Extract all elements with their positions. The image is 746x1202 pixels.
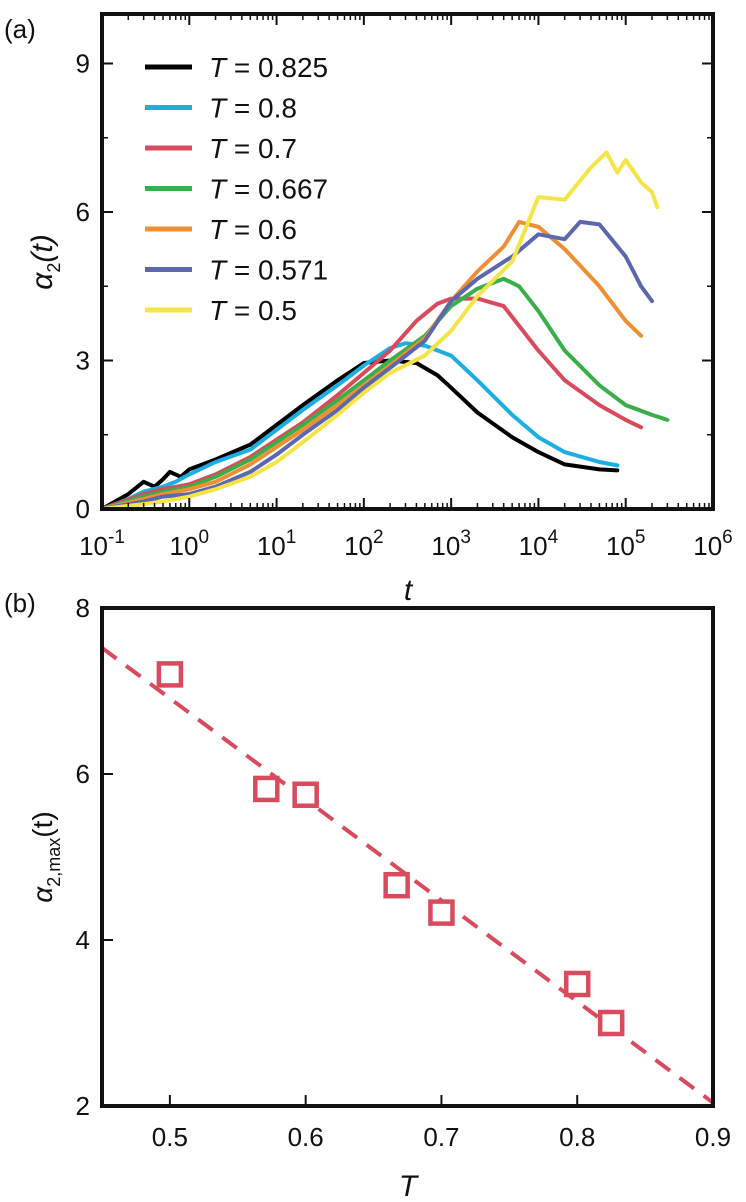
chart-b: 0.5 0.6 0.7 0.8 0.9 2 4 6 8 T α2,max(t) <box>27 593 731 1202</box>
y-tick-label: 6 <box>76 197 90 227</box>
y-tick-label: 8 <box>76 593 90 623</box>
series-line-0-7 <box>100 296 644 511</box>
data-point-square <box>156 661 184 688</box>
chart-a-ylabel-main: α <box>26 272 59 290</box>
chart-b-ylabel-suffix: (t) <box>27 811 58 837</box>
x-tick-label: 103 <box>431 527 471 561</box>
legend-label: T = 0.667 <box>209 174 328 205</box>
chart-a-frame <box>100 12 715 511</box>
x-tick-label: 0.6 <box>288 1122 324 1152</box>
y-tick-label: 9 <box>76 49 90 79</box>
data-point-square <box>428 899 455 926</box>
legend-label: T = 0.7 <box>209 133 297 164</box>
x-tick-label: 0.5 <box>152 1122 188 1152</box>
x-tick-label: 101 <box>257 527 297 561</box>
y-tick-label: 6 <box>76 759 90 789</box>
x-tick-label: 0.8 <box>559 1122 595 1152</box>
series-line-0-667 <box>100 276 670 511</box>
chart-b-ylabel: α2,max(t) <box>27 811 64 902</box>
legend-label: T = 0.5 <box>209 295 297 326</box>
data-point-square <box>563 970 591 998</box>
chart-a-legend: T = 0.825 T = 0.8 T = 0.7 T = 0.667 T = 0.6 T… <box>145 52 328 326</box>
chart-b-ylabel-main: α <box>27 886 58 903</box>
chart-a-ticks: 10-1 100 101 102 103 104 105 106 0 3 6 9 <box>76 14 733 561</box>
x-tick-label: 104 <box>519 527 559 561</box>
legend-label: T = 0.8 <box>209 93 297 124</box>
chart-a-ylabel-suffix: (t) <box>26 234 59 262</box>
series-line-0-825 <box>100 358 620 511</box>
data-point-square <box>597 1009 625 1037</box>
x-tick-label: 100 <box>170 527 210 561</box>
svg-text:α2(t): α2(t) <box>26 234 64 289</box>
svg-text:α2,max(t): α2,max(t) <box>27 811 64 902</box>
chart-a-xlabel: t <box>404 574 414 607</box>
x-tick-label: 102 <box>344 527 384 561</box>
chart-a: T = 0.825 T = 0.8 T = 0.7 T = 0.667 T = 0.6 T… <box>26 12 733 607</box>
chart-b-frame <box>100 606 715 1108</box>
x-tick-label: 0.7 <box>423 1122 459 1152</box>
y-tick-label: 4 <box>76 925 90 955</box>
chart-a-series-group <box>100 150 670 511</box>
series-line-0-571 <box>100 219 654 511</box>
series-line-0-5 <box>100 150 660 511</box>
chart-b-ticks: 0.5 0.6 0.7 0.8 0.9 2 4 6 8 <box>76 593 732 1152</box>
chart-a-ylabel-sub: 2 <box>44 263 64 273</box>
y-tick-label: 0 <box>76 494 90 524</box>
chart-b-ylabel-sub: 2,max <box>44 838 64 887</box>
y-tick-label: 2 <box>76 1091 90 1121</box>
panel-b-label: (b) <box>4 588 36 618</box>
legend-label: T = 0.6 <box>209 214 297 245</box>
legend-label: T = 0.825 <box>209 52 328 83</box>
series-line-0-8 <box>100 341 620 511</box>
x-tick-label: 10-1 <box>79 527 125 561</box>
y-tick-label: 3 <box>76 346 90 376</box>
data-point-square <box>292 781 319 808</box>
panel-a-label: (a) <box>4 14 36 44</box>
chart-b-xlabel: T <box>399 1170 420 1202</box>
data-point-square <box>383 871 410 899</box>
x-tick-label: 106 <box>693 527 733 561</box>
x-tick-label: 0.9 <box>695 1122 731 1152</box>
chart-a-ylabel: α2(t) <box>26 234 64 289</box>
data-point-square <box>253 775 280 803</box>
legend-label: T = 0.571 <box>209 255 328 286</box>
chart-b-points <box>156 661 625 1037</box>
x-tick-label: 105 <box>606 527 646 561</box>
